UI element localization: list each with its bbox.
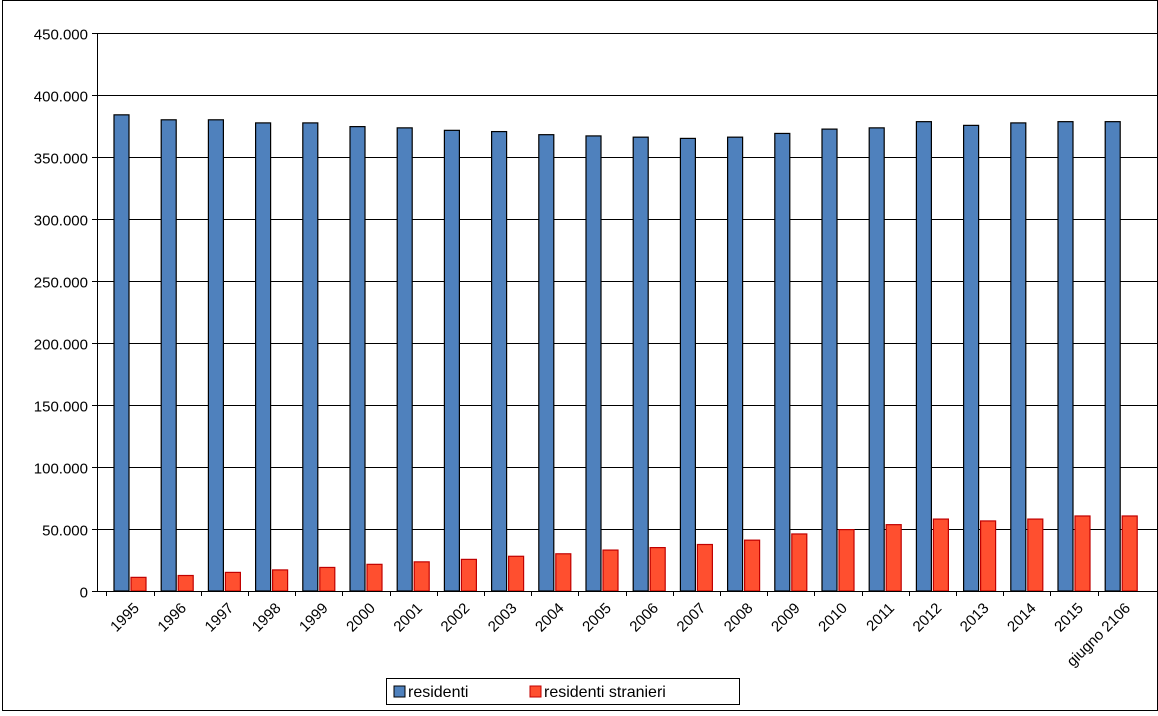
bar-residenti-stranieri [224, 571, 241, 592]
bar-residenti [302, 122, 319, 592]
bar-residenti-stranieri [791, 533, 808, 592]
bar-residenti [915, 121, 933, 592]
bar-residenti [868, 127, 885, 592]
bar-residenti-stranieri [130, 576, 147, 592]
bar-residenti-stranieri [413, 561, 430, 592]
bar-residenti [585, 135, 602, 592]
bar-residenti-stranieri [508, 555, 525, 592]
bar-residenti [538, 134, 555, 592]
bar-residenti-stranieri [1027, 518, 1044, 592]
legend-swatch-residenti-stranieri [529, 685, 542, 698]
bar-residenti [774, 132, 791, 592]
bar-residenti-stranieri [555, 553, 572, 592]
bar-residenti-stranieri [649, 546, 666, 592]
bar-residenti [396, 127, 413, 592]
bar-residenti-stranieri [696, 543, 714, 592]
bar-residenti-stranieri [932, 518, 950, 592]
bar-residenti-stranieri [319, 566, 336, 592]
bar-residenti-stranieri [602, 549, 619, 592]
bar-residenti [962, 124, 980, 592]
bar-residenti-stranieri [177, 574, 194, 592]
bar-residenti [349, 126, 366, 592]
y-tick-label: 350.000 [34, 151, 88, 168]
legend-label-residenti: residenti [408, 684, 468, 701]
bar-residenti-stranieri [838, 529, 855, 592]
bar-residenti [1010, 122, 1027, 592]
y-tick-label: 250.000 [34, 275, 88, 292]
bar-residenti-stranieri [1074, 515, 1091, 592]
bar-residenti-stranieri [885, 524, 902, 592]
bar-residenti-stranieri [460, 558, 477, 592]
bar-residenti [679, 137, 697, 592]
y-tick-label: 200.000 [34, 337, 88, 354]
bar-residenti [491, 130, 508, 592]
bar-residenti [1104, 121, 1121, 592]
bar-residenti [255, 122, 272, 592]
y-tick-label: 300.000 [34, 213, 88, 230]
y-tick-label: 50.000 [42, 523, 88, 540]
bar-residenti [113, 114, 130, 592]
y-tick-label: 0 [80, 585, 88, 602]
legend-swatch-residenti [393, 685, 406, 698]
bar-residenti-stranieri [1121, 515, 1138, 592]
bar-residenti [443, 129, 460, 592]
y-tick-label: 400.000 [34, 89, 88, 106]
bar-residenti-stranieri [272, 569, 289, 592]
y-tick-label: 150.000 [34, 399, 88, 416]
y-tick-label: 100.000 [34, 461, 88, 478]
bar-residenti-stranieri [743, 539, 761, 592]
legend-label-residenti-stranieri: residenti stranieri [544, 684, 666, 701]
bar-residenti [726, 136, 744, 592]
legend-box [386, 678, 740, 705]
bar-residenti [632, 136, 649, 592]
bar-residenti [1057, 121, 1074, 592]
bar-residenti-stranieri [979, 520, 997, 592]
bar-residenti-stranieri [366, 563, 383, 592]
bar-residenti [821, 128, 838, 592]
bar-residenti [207, 119, 224, 592]
y-tick-label: 450.000 [34, 27, 88, 44]
bar-residenti [160, 119, 177, 592]
